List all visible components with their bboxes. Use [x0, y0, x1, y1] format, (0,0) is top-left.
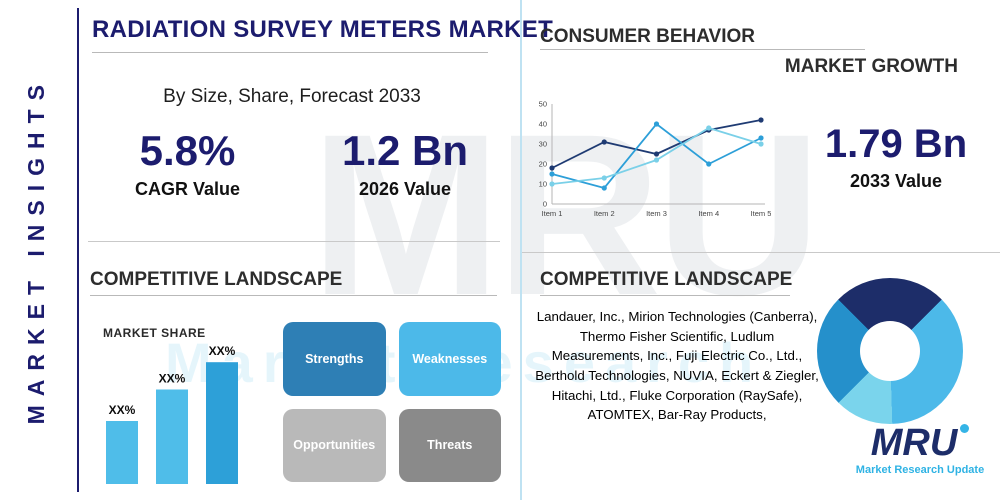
svg-text:Item 3: Item 3	[646, 209, 667, 218]
left-horizontal-divider	[88, 241, 500, 242]
cagr-label: CAGR Value	[134, 179, 241, 200]
donut-hole	[860, 321, 920, 381]
svg-text:Item 5: Item 5	[751, 209, 771, 218]
svg-text:20: 20	[539, 160, 547, 169]
market-share-title: MARKET SHARE	[103, 326, 206, 340]
bar-chart: XX% XX% XX%	[106, 344, 238, 484]
label-2033: 2033 Value	[849, 171, 943, 191]
swot-opportunities-label: Opportunities	[293, 438, 376, 453]
value-2033: 1.79 Bn	[824, 122, 968, 166]
section-competitive-landscape-right: COMPETITIVE LANDSCAPE	[540, 269, 793, 290]
sidebar-vertical-label: MARKET INSIGHTS	[22, 75, 49, 425]
svg-text:Item 4: Item 4	[698, 209, 719, 218]
right-horizontal-divider	[522, 252, 1000, 253]
swot-cell-threats: Threats	[398, 408, 501, 482]
stat-cagr: 5.8% CAGR Value	[95, 127, 280, 200]
line-chart: 0 10 20 30 40 50 Item 1 Item 2 Item 3 Item 4 Item …	[539, 100, 771, 219]
donut-chart	[817, 278, 963, 424]
center-vertical-divider	[520, 0, 522, 500]
svg-text:30: 30	[539, 140, 547, 149]
svg-text:XX%: XX%	[109, 403, 136, 417]
mru-logo: MRU Market Research Update	[845, 424, 995, 476]
logo-tagline: Market Research Update	[855, 464, 985, 476]
svg-text:10: 10	[539, 180, 547, 189]
swot-cell-strengths: Strengths	[283, 322, 386, 396]
page-title: RADIATION SURVEY METERS MARKET	[92, 16, 554, 43]
stat-2033: 1.79 Bn 2033 Value	[806, 122, 986, 192]
logo-accent-dot	[960, 424, 970, 433]
logo-text: MRU	[870, 422, 958, 464]
page-subtitle: By Size, Share, Forecast 2033	[163, 86, 421, 107]
sidebar: MARKET INSIGHTS	[0, 0, 72, 500]
swot-weaknesses-label: Weaknesses	[412, 351, 488, 366]
label-2026: 2026 Value	[358, 179, 452, 200]
watermark-letters: MRU	[310, 86, 822, 343]
svg-text:0: 0	[543, 200, 547, 209]
consumer-behavior-underline	[540, 49, 865, 50]
stat-2026-value: 1.2 Bn 2026 Value	[315, 127, 495, 200]
svg-text:XX%: XX%	[209, 344, 236, 358]
title-underline	[92, 52, 488, 53]
value-2026: 1.2 Bn	[341, 127, 469, 174]
svg-text:50: 50	[539, 100, 547, 109]
svg-text:40: 40	[539, 120, 547, 129]
swot-threats-label: Threats	[427, 438, 473, 453]
swot-grid: Strengths Weaknesses Opportunities Threa…	[283, 322, 501, 482]
section-consumer-behavior: CONSUMER BEHAVIOR	[540, 26, 755, 47]
cagr-value: 5.8%	[139, 127, 236, 174]
svg-text:Item 1: Item 1	[542, 209, 563, 218]
competitive-landscape-left-underline	[90, 295, 497, 296]
swot-cell-opportunities: Opportunities	[283, 408, 386, 482]
swot-cell-weaknesses: Weaknesses	[398, 322, 501, 396]
sidebar-divider-line	[77, 8, 79, 492]
section-competitive-landscape-left: COMPETITIVE LANDSCAPE	[90, 269, 343, 290]
competitive-landscape-right-underline	[540, 295, 790, 296]
swot-strengths-label: Strengths	[305, 351, 364, 366]
companies-list: Landauer, Inc., Mirion Technologies (Can…	[535, 309, 819, 423]
svg-text:XX%: XX%	[159, 372, 186, 386]
section-market-growth: MARKET GROWTH	[784, 56, 958, 77]
svg-text:Item 2: Item 2	[594, 209, 615, 218]
